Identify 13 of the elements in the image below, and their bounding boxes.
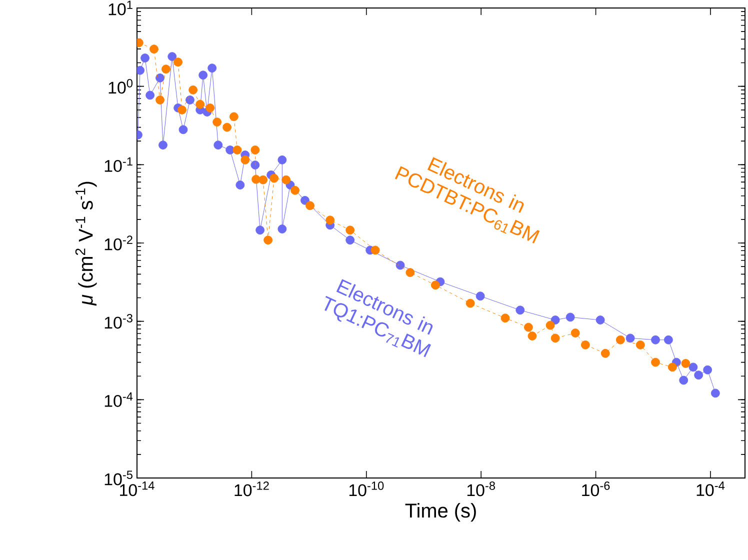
- x-axis-title: Time (s): [405, 503, 476, 522]
- y-tick-label: 10$^{-3}$: [104, 314, 132, 329]
- x-tick-label: 10$^{-6}$: [582, 482, 610, 496]
- x-tick-label: 10$^{-4}$: [696, 482, 725, 496]
- y-tick-label: 10$^{-1}$: [104, 157, 132, 172]
- x-tick-label: 10$^{-10}$: [349, 482, 384, 496]
- x-tick-label: 10$^{-12}$: [234, 482, 269, 496]
- x-tick-label: 10$^{-8}$: [467, 482, 496, 496]
- y-tick-label: 10$^{0}$: [108, 78, 133, 94]
- y-axis-title: μ (cm$^{2}$ V$^{-1}$ s$^{-1}$): [75, 182, 97, 306]
- y-tick-label: 10$^{1}$: [108, 0, 132, 16]
- y-tick-label: 10$^{-2}$: [104, 236, 132, 250]
- y-tick-label: 10$^{-4}$: [104, 392, 133, 407]
